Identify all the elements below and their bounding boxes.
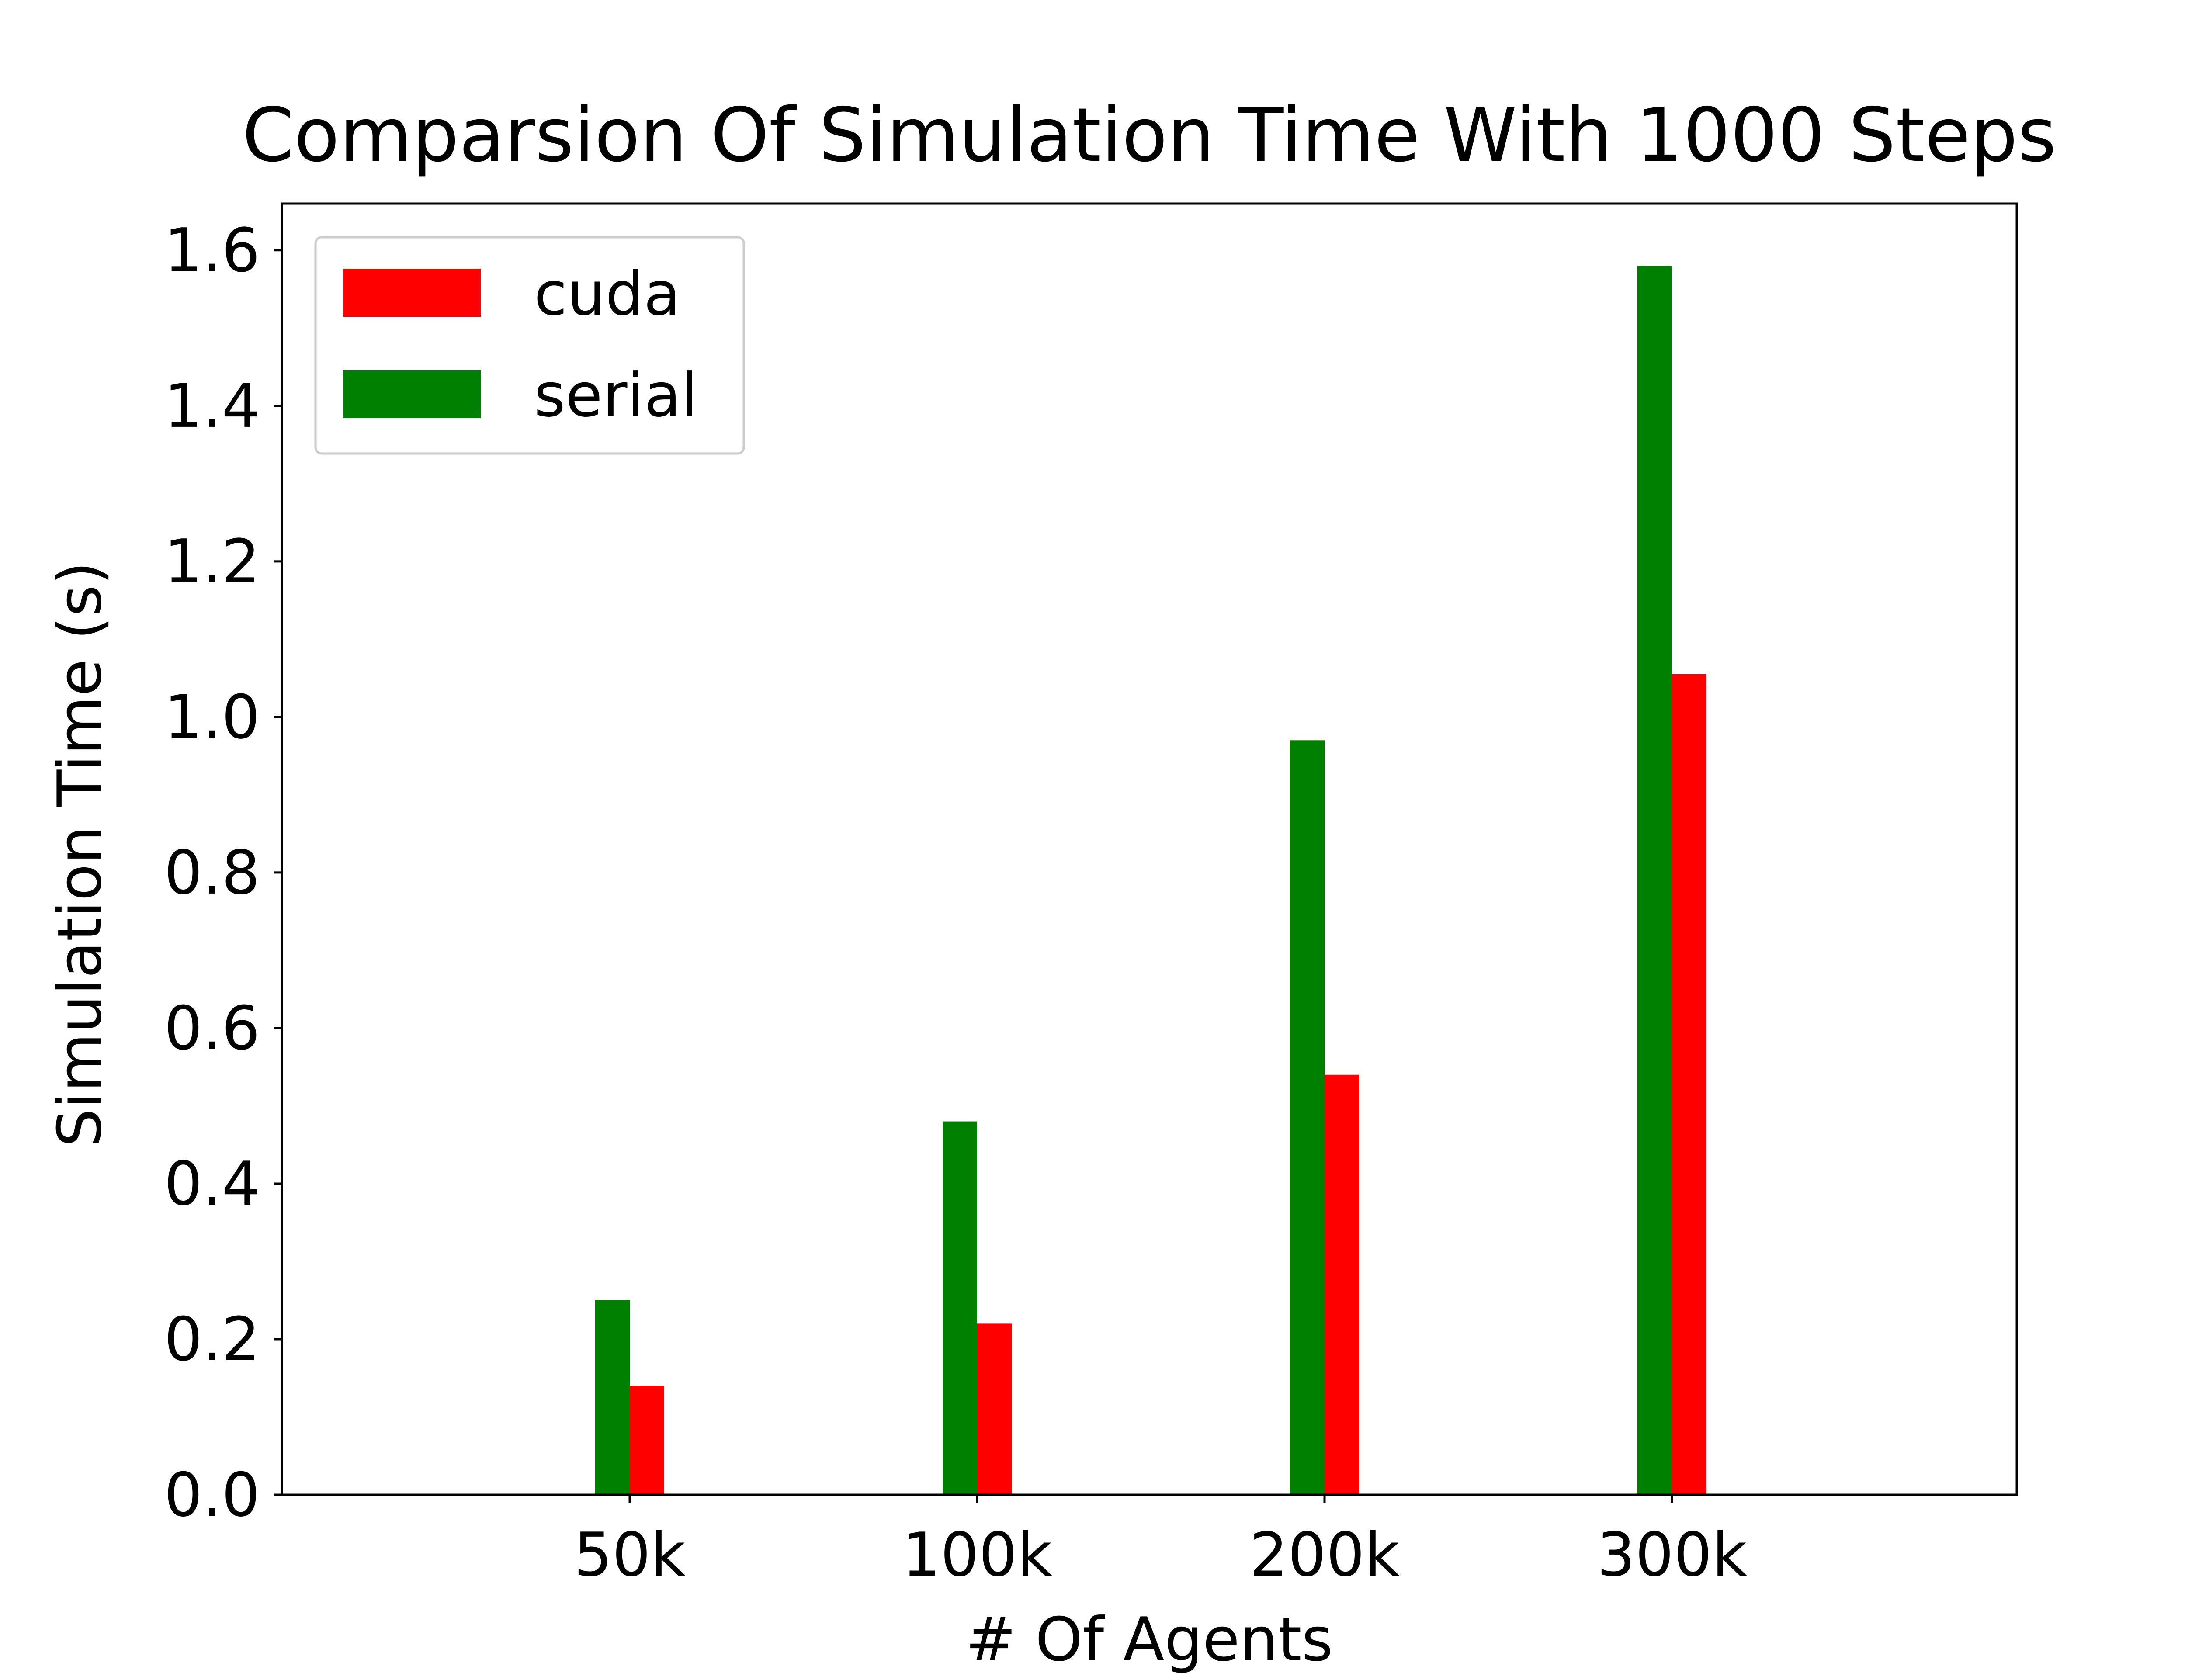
y-axis-label: Simulation Time (s)	[45, 561, 115, 1147]
x-tick-label: 300k	[1597, 1520, 1747, 1590]
ticks-layer: 50k 100k 200k 300k 0.0 0.2 0.4 0.6 0.8 1.0 1.2 1.4 1…	[164, 215, 1747, 1590]
x-tick-label: 100k	[902, 1520, 1052, 1590]
bar-serial-300k	[1637, 266, 1672, 1495]
x-tick-label: 50k	[574, 1520, 686, 1590]
y-tick-label: 1.6	[164, 215, 260, 286]
bar-serial-100k	[943, 1121, 977, 1495]
x-tick-label: 200k	[1249, 1520, 1399, 1590]
legend-swatch-serial	[343, 370, 481, 418]
legend-swatch-cuda	[343, 269, 481, 317]
chart-title: Comparsion Of Simulation Time With 1000 …	[242, 92, 2057, 179]
legend-label-cuda: cuda	[534, 259, 681, 329]
plot-frame	[281, 202, 2018, 1496]
x-axis-label: # Of Agents	[966, 1604, 1333, 1675]
y-tick-label: 1.0	[164, 682, 260, 752]
bar-cuda-300k	[1672, 674, 1706, 1495]
y-tick-label: 0.8	[164, 838, 260, 908]
y-tick-label: 0.4	[164, 1149, 260, 1219]
legend-label-serial: serial	[534, 360, 698, 430]
bar-cuda-50k	[630, 1386, 664, 1495]
legend: cuda serial	[314, 236, 745, 455]
bar-cuda-200k	[1325, 1074, 1359, 1495]
y-tick-label: 1.2	[164, 527, 260, 597]
bar-serial-50k	[595, 1300, 630, 1495]
y-tick-label: 0.6	[164, 993, 260, 1063]
y-tick-label: 0.0	[164, 1460, 260, 1530]
y-tick-label: 0.2	[164, 1304, 260, 1375]
legend-items: cuda serial	[343, 259, 698, 430]
bar-cuda-100k	[977, 1323, 1012, 1495]
bars-layer	[595, 266, 1706, 1495]
bar-serial-200k	[1290, 740, 1325, 1495]
y-tick-label: 1.4	[164, 371, 260, 441]
